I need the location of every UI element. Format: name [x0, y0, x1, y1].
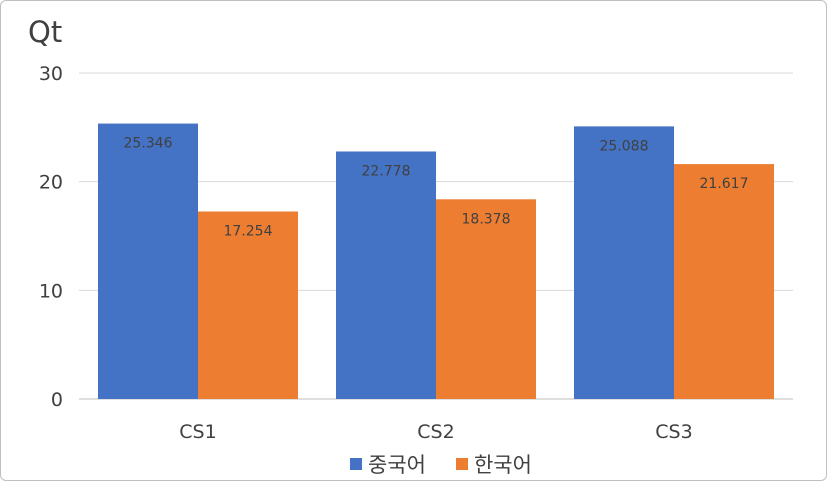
bar-series-2-cs2 [436, 199, 536, 399]
bar-series-1-cs1 [98, 123, 198, 400]
legend-label-series-2: 한국어 [473, 453, 532, 477]
data-label: 25.346 [124, 136, 173, 152]
legend-item-series-1: 중국어 [350, 449, 426, 479]
x-category-label: CS2 [417, 421, 454, 443]
x-category-label: CS3 [655, 421, 692, 443]
data-label: 21.617 [700, 176, 749, 192]
bars [98, 123, 774, 400]
data-label: 25.088 [600, 138, 649, 154]
legend-item-series-2: 한국어 [455, 449, 532, 479]
data-label: 18.378 [462, 211, 511, 227]
data-label: 22.778 [362, 163, 411, 179]
bar-series-1-cs3 [574, 126, 674, 399]
legend-label-series-1: 중국어 [368, 453, 426, 477]
y-tick-label: 0 [51, 389, 63, 411]
y-tick-label: 20 [39, 172, 63, 194]
chart-title: Qt [28, 15, 63, 49]
legend-swatch-series-2 [455, 458, 468, 470]
data-label: 17.254 [224, 224, 273, 240]
data-labels: 25.346 17.254 22.778 18.378 25.088 21.617 [124, 136, 749, 240]
category-labels: CS1 CS2 CS3 [179, 421, 692, 443]
bar-series-2-cs3 [674, 164, 774, 399]
bar-series-2-cs1 [198, 211, 298, 399]
y-axis-ticks: 0 10 20 30 [39, 63, 63, 411]
x-category-label: CS1 [179, 421, 216, 443]
legend: 중국어 한국어 [350, 449, 532, 479]
y-tick-label: 30 [39, 63, 63, 85]
y-tick-label: 10 [39, 280, 63, 302]
legend-swatch-series-1 [350, 458, 362, 470]
bar-series-1-cs2 [336, 151, 436, 399]
